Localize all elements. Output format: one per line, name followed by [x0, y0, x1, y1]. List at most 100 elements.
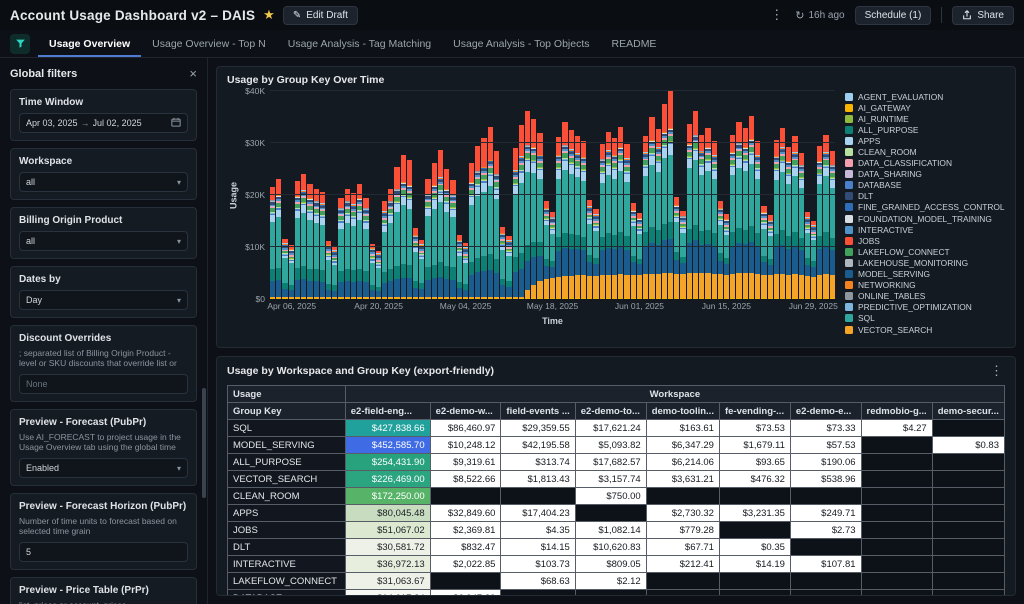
table-panel: Usage by Workspace and Group Key (export…: [216, 356, 1016, 596]
legend-item-agent-evaluation[interactable]: AGENT_EVALUATION: [845, 91, 1005, 102]
close-icon[interactable]: ×: [189, 66, 197, 81]
table-col-header-fe-vending[interactable]: fe-vending-...: [719, 403, 790, 420]
legend-item-dlt[interactable]: DLT: [845, 191, 1005, 202]
bar-segment: [569, 174, 574, 234]
filter-card-discount-overrides: Discount Overrides; separated list of Bi…: [10, 325, 197, 402]
stacked-bar: [581, 91, 586, 299]
legend-item-lakeflow-connect[interactable]: LAKEFLOW_CONNECT: [845, 246, 1005, 257]
bar-segment: [799, 298, 804, 299]
bar-segment: [612, 275, 617, 298]
stacked-bar: [606, 91, 611, 299]
legend-item-foundation-model-training[interactable]: FOUNDATION_MODEL_TRAINING: [845, 213, 1005, 224]
edit-draft-button[interactable]: ✎ Edit Draft: [283, 6, 358, 25]
bar-segment: [693, 273, 698, 298]
table-cell: $538.96: [790, 471, 861, 488]
tab-usage-analysis-top-objects[interactable]: Usage Analysis - Top Objects: [442, 30, 600, 57]
stacked-bar: [774, 91, 779, 299]
bar-segment: [718, 201, 723, 208]
stacked-bar: [295, 91, 300, 299]
legend-item-ai-gateway[interactable]: AI_GATEWAY: [845, 102, 1005, 113]
table-row-lakeflow-connect: LAKEFLOW_CONNECT$31,063.67$68.63$2.12: [228, 573, 1005, 590]
tab-readme[interactable]: README: [601, 30, 668, 57]
bar-segment: [780, 172, 785, 230]
table-col-header-demo-secur[interactable]: demo-secur...: [932, 403, 1004, 420]
table-cell: [932, 539, 1004, 556]
legend-item-vector-search[interactable]: VECTOR_SEARCH: [845, 324, 1005, 335]
table-col-header-e2-demo-to[interactable]: e2-demo-to...: [575, 403, 646, 420]
table-kebab-menu-icon[interactable]: ⋮: [988, 363, 1005, 379]
bar-segment: [761, 262, 766, 274]
table-cell: $6,214.06: [646, 454, 719, 471]
legend-item-ai-runtime[interactable]: AI_RUNTIME: [845, 113, 1005, 124]
legend-item-sql[interactable]: SQL: [845, 313, 1005, 324]
bar-segment: [805, 258, 810, 265]
sidebar-scrollbar[interactable]: [202, 388, 206, 498]
legend-item-online-tables[interactable]: ONLINE_TABLES: [845, 291, 1005, 302]
select-preview-forecast-pubpr[interactable]: Enabled▾: [19, 458, 188, 478]
select-workspace[interactable]: all▾: [19, 172, 188, 192]
legend-item-predictive-optimization[interactable]: PREDICTIVE_OPTIMIZATION: [845, 302, 1005, 313]
table-col-header-field-events[interactable]: field-events ...: [501, 403, 575, 420]
table-cell: [861, 573, 932, 590]
bar-segment: [425, 267, 430, 279]
tab-usage-overview-top-n[interactable]: Usage Overview - Top N: [141, 30, 277, 57]
bar-segment: [413, 298, 418, 299]
stacked-bar: [525, 91, 530, 299]
table-col-header-e2-demo-w[interactable]: e2-demo-w...: [430, 403, 501, 420]
input-preview-forecast-horizon-pubpr[interactable]: 5: [19, 542, 188, 562]
legend-item-clean-room[interactable]: CLEAN_ROOM: [845, 146, 1005, 157]
table-cell: $8,522.66: [430, 471, 501, 488]
input-discount-overrides[interactable]: None: [19, 374, 188, 394]
table-col-header-redmobio-g[interactable]: redmobio-g...: [861, 403, 932, 420]
legend-item-fine-grained-access-control[interactable]: FINE_GRAINED_ACCESS_CONTROL: [845, 202, 1005, 213]
table-col-header-demo-toolin[interactable]: demo-toolin...: [646, 403, 719, 420]
stacked-bar: [401, 91, 406, 299]
tab-usage-analysis-tag-matching[interactable]: Usage Analysis - Tag Matching: [277, 30, 442, 57]
legend-item-jobs[interactable]: JOBS: [845, 235, 1005, 246]
legend-item-apps[interactable]: APPS: [845, 135, 1005, 146]
legend-item-database[interactable]: DATABASE: [845, 180, 1005, 191]
select-billing-origin-product[interactable]: all▾: [19, 231, 188, 251]
chart-plot[interactable]: [270, 91, 835, 299]
legend-item-networking[interactable]: NETWORKING: [845, 280, 1005, 291]
table-row-apps: APPS$80,045.48$32,849.60$17,404.23$2,730…: [228, 505, 1005, 522]
bar-segment: [413, 288, 418, 297]
share-button[interactable]: Share: [952, 6, 1014, 25]
bar-segment: [289, 298, 294, 299]
bar-segment: [743, 230, 748, 245]
date-range-picker[interactable]: Apr 03, 2025→Jul 02, 2025: [19, 113, 188, 133]
table-col-header-e2-field-eng[interactable]: e2-field-eng...: [345, 403, 430, 420]
bar-segment: [600, 144, 605, 159]
bar-segment: [556, 277, 561, 298]
tab-usage-overview[interactable]: Usage Overview: [38, 30, 141, 57]
legend-item-data-sharing[interactable]: DATA_SHARING: [845, 169, 1005, 180]
bar-segment: [488, 127, 493, 159]
legend-item-model-serving[interactable]: MODEL_SERVING: [845, 269, 1005, 280]
bar-segment: [656, 163, 661, 172]
legend-item-lakehouse-monitoring[interactable]: LAKEHOUSE_MONITORING: [845, 257, 1005, 268]
global-filters-icon-button[interactable]: [10, 34, 30, 54]
bar-segment: [612, 249, 617, 275]
bar-segment: [475, 258, 480, 273]
bar-segment: [643, 232, 648, 246]
legend-item-interactive[interactable]: INTERACTIVE: [845, 224, 1005, 235]
bar-segment: [687, 124, 692, 144]
bar-segment: [469, 275, 474, 297]
bar-segment: [519, 173, 524, 183]
table-cell: $17,404.23: [501, 505, 575, 522]
bar-segment: [674, 222, 679, 252]
refresh-status[interactable]: ↻ 16h ago: [795, 9, 844, 22]
table-col-header-e2-demo-e[interactable]: e2-demo-e...: [790, 403, 861, 420]
favorite-star-icon[interactable]: ★: [263, 7, 275, 23]
bar-segment: [705, 230, 710, 245]
legend-item-all-purpose[interactable]: ALL_PURPOSE: [845, 124, 1005, 135]
kebab-menu-icon[interactable]: ⋮: [768, 7, 785, 23]
filter-card-billing-origin-product: Billing Origin Productall▾: [10, 207, 197, 259]
select-dates-by[interactable]: Day▾: [19, 290, 188, 310]
x-axis-ticks: Apr 06, 2025Apr 20, 2025May 04, 2025May …: [270, 301, 835, 314]
schedule-button[interactable]: Schedule (1): [855, 6, 932, 25]
bar-segment: [730, 232, 735, 246]
bar-segment: [363, 198, 368, 208]
edit-draft-label: Edit Draft: [306, 10, 348, 21]
legend-item-data-classification[interactable]: DATA_CLASSIFICATION: [845, 158, 1005, 169]
